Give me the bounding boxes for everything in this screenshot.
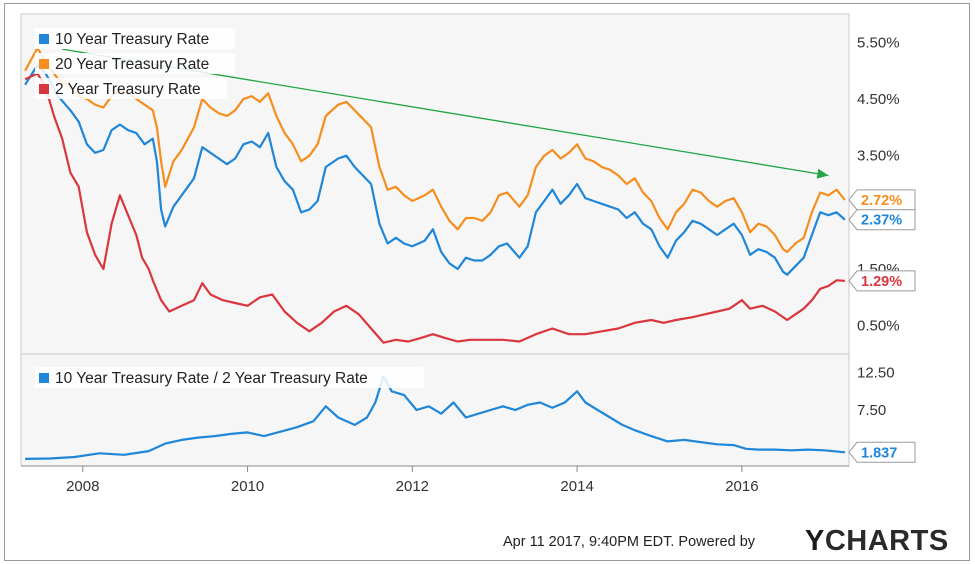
- bottom-y-tick-label: 7.50: [857, 402, 886, 419]
- last-value-tag-10-year-treasury-rate: 2.37%: [848, 209, 916, 231]
- footer-timestamp: Apr 11 2017, 9:40PM EDT. Powered by: [503, 534, 756, 550]
- legend-swatch-20-year-treasury-rate[interactable]: [39, 59, 49, 69]
- last-value-label: 2.72%: [861, 193, 902, 209]
- bottom-y-tick-label: 12.50: [857, 365, 895, 382]
- top-series-layer: [24, 46, 846, 344]
- chart-frame: 5.50% 4.50% 3.50% 1.50% 0.50% 12.50 7.50 2008…: [4, 3, 970, 561]
- x-tick-label: 2010: [231, 478, 264, 495]
- legend-label-2-year-treasury-rate[interactable]: 2 Year Treasury Rate: [55, 81, 201, 98]
- top-y-tick-label: 0.50%: [857, 318, 900, 335]
- legend-entry-background: [35, 78, 227, 99]
- last-value-tag-2-year-treasury-rate: 1.29%: [848, 270, 916, 292]
- top-y-tick-label: 5.50%: [857, 34, 900, 51]
- series-line-10-year-treasury-rate[interactable]: [24, 63, 846, 276]
- x-tick-label: 2008: [66, 478, 99, 495]
- series-line-10-year-treasury-rate-2-year-treasury-rate[interactable]: [25, 375, 846, 460]
- x-tick-label: 2014: [560, 478, 593, 495]
- last-value-tags: 2.72% 2.37% 1.29% 1.837: [848, 189, 916, 463]
- series-line-2-year-treasury-rate[interactable]: [24, 72, 845, 344]
- footer: Apr 11 2017, 9:40PM EDT. Powered by YCHA…: [503, 525, 973, 559]
- legend-entry-background: [35, 28, 236, 49]
- last-value-tag-10-year-treasury-rate-2-year-treasury-rate: 1.837: [848, 441, 916, 463]
- legend-label-10-year-treasury-rate[interactable]: 10 Year Treasury Rate: [55, 31, 209, 48]
- legend-entry-background: [35, 367, 424, 388]
- x-axis-ticks: 2008 2010 2012 2014 2016: [66, 466, 759, 495]
- trend-arrow-head: [816, 168, 829, 179]
- top-legend: 10 Year Treasury Rate 20 Year Treasury Ra…: [35, 28, 236, 99]
- legend-swatch-10-year-treasury-rate-2-year-treasury-rate[interactable]: [39, 373, 49, 383]
- top-y-axis-ticks: 5.50%4.50%3.50%1.50%0.50%: [857, 34, 900, 334]
- bottom-y-axis-ticks: 12.50 7.50: [857, 365, 895, 419]
- legend-label-20-year-treasury-rate[interactable]: 20 Year Treasury Rate: [55, 56, 209, 73]
- top-y-tick-label: 3.50%: [857, 148, 900, 165]
- ycharts-logo-text: CHARTS: [824, 525, 949, 557]
- bottom-legend: 10 Year Treasury Rate / 2 Year Treasury …: [35, 367, 424, 388]
- bottom-series-layer: [25, 375, 846, 460]
- last-value-label: 2.37%: [861, 213, 902, 229]
- legend-swatch-2-year-treasury-rate[interactable]: [39, 84, 49, 94]
- legend-label-10-year-treasury-rate-2-year-treasury-rate[interactable]: 10 Year Treasury Rate / 2 Year Treasury …: [55, 370, 368, 387]
- legend-swatch-10-year-treasury-rate[interactable]: [39, 34, 49, 44]
- top-y-tick-label: 4.50%: [857, 91, 900, 108]
- ycharts-logo-mark: Y: [805, 525, 825, 557]
- series-line-20-year-treasury-rate[interactable]: [24, 46, 846, 254]
- last-value-label: 1.837: [861, 445, 897, 461]
- last-value-tag-20-year-treasury-rate: 2.72%: [848, 189, 916, 211]
- ycharts-logo[interactable]: YCHARTS: [805, 525, 949, 558]
- treasury-chart: 5.50%4.50%3.50%1.50%0.50% 12.507.50 2008…: [20, 13, 916, 495]
- last-value-label: 1.29%: [861, 274, 902, 290]
- x-tick-label: 2016: [725, 478, 758, 495]
- x-tick-label: 2012: [396, 478, 429, 495]
- legend-entry-background: [35, 53, 236, 74]
